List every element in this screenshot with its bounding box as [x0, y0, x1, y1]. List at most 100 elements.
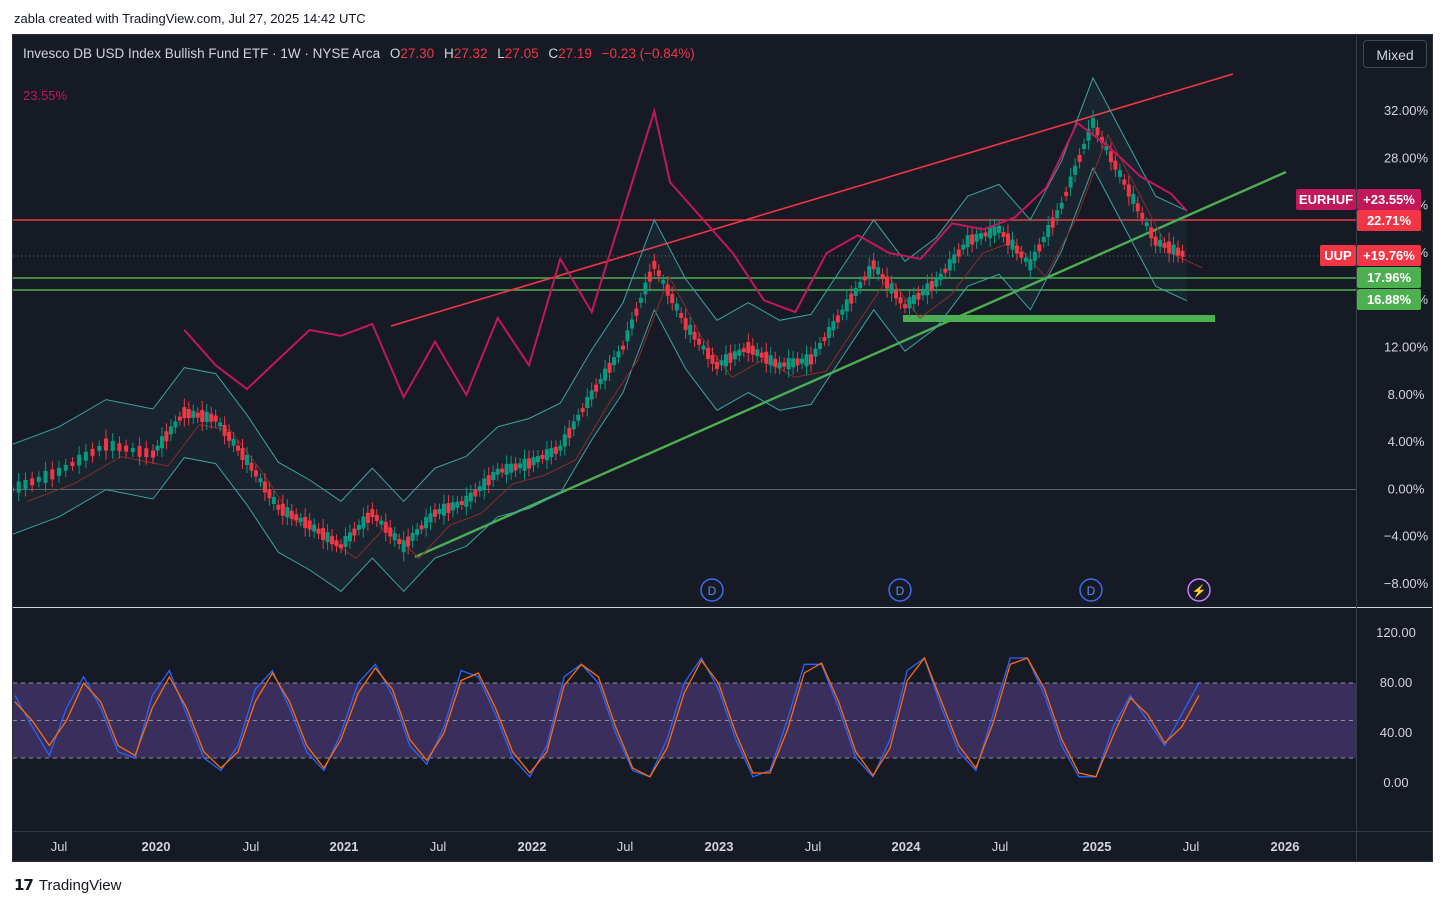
uup-candle-body [835, 315, 840, 323]
uup-candle-body [491, 471, 496, 480]
uup-candle-body [929, 280, 934, 291]
price-label-box [1357, 267, 1421, 288]
uup-candle-body [477, 486, 482, 492]
price-label-box [1357, 245, 1421, 266]
uup-candle-body [741, 348, 746, 353]
uup-candle-body [728, 352, 733, 363]
uup-candle-body [988, 227, 993, 239]
uup-candle-body [1032, 251, 1037, 261]
oscillator-y-tick-label: 0.00 [1383, 775, 1408, 790]
chart-caption: zabla created with TradingView.com, Jul … [14, 11, 366, 26]
uup-candle-body [540, 454, 545, 459]
uup-candle-body [1068, 176, 1073, 188]
uup-candle-body [849, 293, 854, 304]
uup-candle-body [853, 287, 858, 296]
brand-name: TradingView [38, 876, 122, 894]
y-axis-tick-label: 12.00% [1384, 340, 1429, 355]
uup-candle-body [920, 290, 925, 296]
uup-candle-body [777, 362, 782, 369]
split-marker-icon [1187, 578, 1211, 602]
uup-candle-body [1113, 160, 1118, 170]
uup-candle-body [83, 451, 88, 461]
uup-candle-body [992, 226, 997, 236]
uup-candle-body [155, 445, 160, 451]
uup-candle-body [307, 520, 312, 530]
open-value: 27.30 [400, 46, 435, 61]
uup-candle-body [1077, 154, 1082, 162]
uup-candle-body [401, 540, 406, 553]
uup-candle-body [715, 361, 719, 369]
price-label-name-box [1320, 245, 1356, 266]
uup-candle-body [867, 266, 872, 278]
uup-candle-body [947, 259, 952, 271]
uup-candle-body [130, 447, 135, 452]
uup-candle-body [1099, 136, 1104, 143]
y-axis-tick-label: 4.00% [1388, 434, 1425, 449]
uup-candle-body [612, 357, 617, 366]
uup-candle-body [585, 397, 590, 409]
uup-candle-body [1122, 179, 1127, 185]
uup-candle-body [518, 463, 523, 469]
uup-candle-body [603, 368, 608, 381]
uup-candle-body [500, 468, 505, 473]
chart-canvas[interactable]: DDD⚡32.00%28.00%24.00%20.00%16.00%12.00%… [13, 35, 1433, 862]
uup-candle-body [710, 354, 715, 364]
uup-candle-body [562, 434, 567, 447]
uup-candle-body [858, 282, 863, 289]
uup-candle-body [813, 348, 818, 357]
uup-candle-body [433, 509, 437, 517]
uup-candle-body [625, 330, 630, 342]
uup-candle-body [1117, 170, 1122, 178]
price-label-value: 22.71% [1367, 213, 1412, 228]
uup-candle-body [13, 487, 14, 492]
uup-candle-body [258, 478, 263, 483]
uup-candle-body [63, 464, 68, 471]
uup-candle-body [298, 517, 303, 522]
uup-candle-body [473, 489, 478, 497]
symbol-legend: Invesco DB USD Index Bullish Fund ETF · … [23, 46, 695, 61]
chart-container[interactable]: DDD⚡32.00%28.00%24.00%20.00%16.00%12.00%… [12, 34, 1433, 862]
low-label: L [497, 46, 505, 61]
high-value: 27.32 [453, 46, 488, 61]
uup-candle-body [90, 448, 95, 456]
uup-candle-body [482, 478, 487, 491]
uup-candle-body [629, 319, 634, 329]
uup-candle-body [437, 508, 442, 514]
uup-candle-body [719, 360, 724, 366]
uup-candle-body [746, 342, 751, 354]
uup-candle-body [195, 412, 200, 418]
uup-candle-body [880, 274, 885, 280]
open-label: O [389, 46, 401, 61]
uup-candle-body [800, 358, 805, 364]
uup-candle-body [549, 448, 554, 458]
uup-candle-body [231, 438, 236, 446]
uup-candle-body [334, 540, 339, 547]
uup-candle-body [343, 536, 348, 548]
uup-candle-body [764, 351, 769, 364]
uup-candle-body [410, 532, 415, 541]
uup-candle-body [697, 338, 702, 345]
uup-candle-body [374, 514, 379, 521]
uup-candle-body [665, 284, 670, 296]
uup-candle-body [1005, 233, 1010, 246]
brand-footer[interactable]: ⁠𝟭𝟳 TradingView [14, 876, 122, 895]
uup-candle-body [580, 408, 585, 413]
uup-candle-body [159, 436, 164, 449]
uup-candle-body [1010, 239, 1015, 250]
x-axis-tick-label: 2024 [892, 839, 922, 854]
uup-candle-body [227, 431, 232, 441]
uup-candle-body [303, 516, 308, 528]
uup-candle-body [544, 449, 549, 461]
uup-candle-body [325, 532, 330, 543]
uup-candle-body [124, 445, 129, 452]
oscillator-y-tick-label: 80.00 [1380, 675, 1413, 690]
low-value: 27.05 [504, 46, 539, 61]
uup-candle-body [643, 282, 648, 295]
scale-mode-button[interactable]: Mixed [1363, 40, 1427, 68]
uup-candle-body [894, 290, 899, 299]
uup-candle-body [361, 516, 366, 529]
price-label-box [1357, 289, 1421, 310]
uup-candle-body [245, 454, 249, 465]
uup-candle-body [889, 283, 894, 294]
y-axis-tick-label: 28.00% [1384, 150, 1429, 165]
